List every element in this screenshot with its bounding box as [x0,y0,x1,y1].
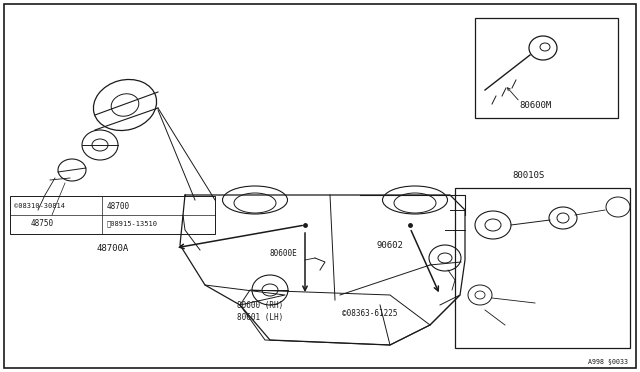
Text: 80601 (LH): 80601 (LH) [237,313,283,322]
Text: 80600E: 80600E [270,249,298,258]
Text: 80600 (RH): 80600 (RH) [237,301,283,310]
Text: ©08363-61225: ©08363-61225 [342,309,397,318]
Text: A998 §0033: A998 §0033 [588,358,628,364]
Text: 80600M: 80600M [519,101,551,110]
Bar [455,188,630,348]
Text: 90602: 90602 [376,241,403,250]
Text: 48700A: 48700A [97,244,129,253]
Text: 48750: 48750 [31,219,54,228]
Text: ©08310-30814: ©08310-30814 [14,203,65,209]
Text: 80010S: 80010S [513,171,545,180]
Bar [475,18,618,118]
Bar [10,196,215,234]
Text: ⓥ08915-13510: ⓥ08915-13510 [106,221,157,227]
Text: 48700: 48700 [106,202,129,211]
